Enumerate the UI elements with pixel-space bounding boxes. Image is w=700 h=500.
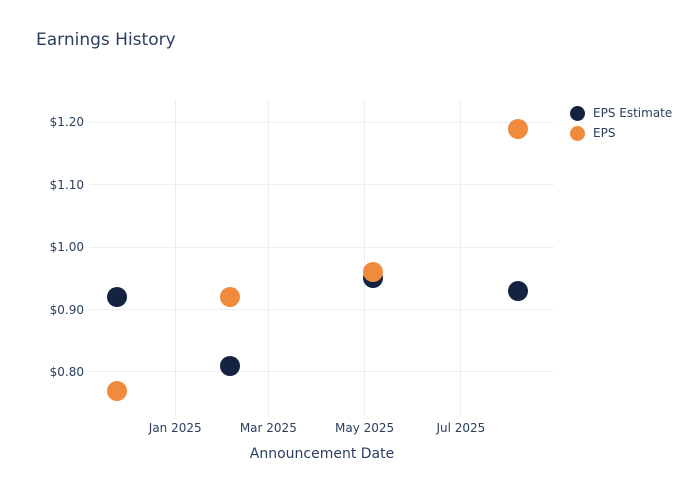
x-gridline	[174, 100, 176, 415]
legend-marker-icon	[570, 125, 585, 141]
x-tick-label: Jul 2025	[436, 421, 486, 435]
chart-title: Earnings History	[36, 30, 176, 50]
legend-marker-icon	[570, 105, 585, 121]
x-gridline	[267, 100, 269, 415]
y-gridline	[90, 184, 554, 186]
y-tick-label: $0.90	[49, 302, 84, 317]
y-tick-label: $1.00	[49, 240, 84, 255]
x-tick-label: Jan 2025	[148, 421, 202, 435]
y-tick-label: $0.80	[49, 364, 84, 379]
x-tick-label: May 2025	[335, 421, 395, 435]
legend-item-eps[interactable]: EPS	[570, 123, 672, 143]
legend: EPS Estimate EPS	[570, 103, 672, 143]
legend-item-eps-estimate[interactable]: EPS Estimate	[570, 103, 672, 123]
data-point-eps	[106, 380, 127, 401]
y-tick-label: $1.10	[49, 177, 84, 192]
y-gridline	[90, 309, 554, 311]
legend-label: EPS Estimate	[593, 106, 673, 120]
data-point-eps	[507, 118, 528, 139]
data-point-eps	[220, 287, 241, 308]
legend-label: EPS	[593, 126, 616, 140]
data-point-eps	[362, 262, 383, 283]
x-gridline	[364, 100, 366, 415]
plot-area[interactable]	[90, 100, 554, 415]
x-axis-title: Announcement Date	[249, 446, 395, 462]
data-point-eps-estimate	[507, 280, 528, 301]
x-gridline	[460, 100, 462, 415]
y-gridline	[90, 371, 554, 373]
data-point-eps-estimate	[220, 355, 241, 376]
y-tick-label: $1.20	[49, 115, 84, 130]
y-gridline	[90, 246, 554, 248]
y-gridline	[90, 121, 554, 123]
data-point-eps-estimate	[106, 287, 127, 308]
x-tick-label: Mar 2025	[239, 421, 297, 435]
